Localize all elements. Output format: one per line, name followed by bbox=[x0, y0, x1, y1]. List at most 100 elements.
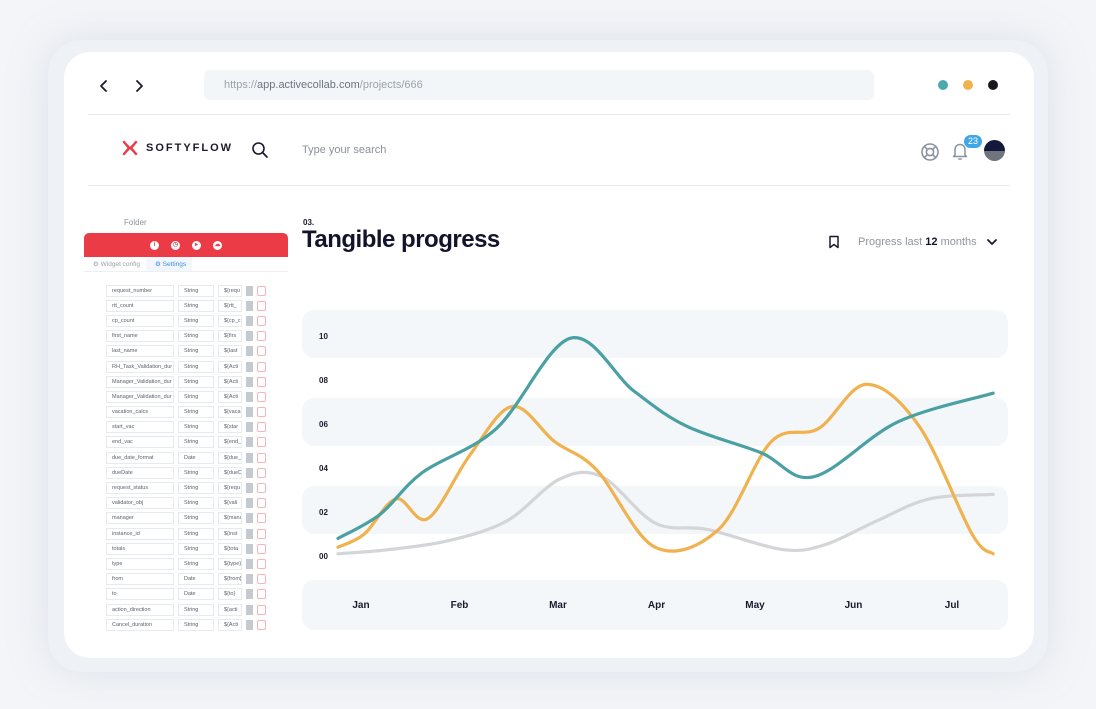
bookmark-icon[interactable] bbox=[828, 235, 840, 249]
delete-button[interactable] bbox=[257, 452, 266, 463]
variable-type-select[interactable]: String bbox=[178, 482, 214, 495]
copy-icon[interactable] bbox=[246, 467, 253, 478]
variable-value-field[interactable]: ${tota bbox=[218, 542, 242, 555]
variable-name-field[interactable]: due_date_format bbox=[106, 451, 174, 464]
copy-icon[interactable] bbox=[246, 391, 253, 402]
variable-type-select[interactable]: Date bbox=[178, 588, 214, 601]
variable-type-select[interactable]: Date bbox=[178, 573, 214, 586]
variable-value-field[interactable]: ${requ bbox=[218, 482, 242, 495]
lifebuoy-help-icon[interactable] bbox=[920, 142, 940, 162]
delete-button[interactable] bbox=[257, 619, 266, 630]
delete-button[interactable] bbox=[257, 574, 266, 585]
variable-name-field[interactable]: dueDate bbox=[106, 466, 174, 479]
delete-button[interactable] bbox=[257, 558, 266, 569]
copy-icon[interactable] bbox=[246, 528, 253, 539]
window-dot-teal[interactable] bbox=[938, 80, 948, 90]
delete-button[interactable] bbox=[257, 300, 266, 311]
copy-icon[interactable] bbox=[246, 589, 253, 600]
variable-type-select[interactable]: String bbox=[178, 284, 214, 297]
variable-value-field[interactable]: ${dueD bbox=[218, 466, 242, 479]
variable-type-select[interactable]: String bbox=[178, 436, 214, 449]
copy-icon[interactable] bbox=[246, 331, 253, 342]
delete-button[interactable] bbox=[257, 422, 266, 433]
variable-value-field[interactable]: ${Acti bbox=[218, 375, 242, 388]
address-bar[interactable]: https://app.activecollab.com/projects/66… bbox=[204, 70, 874, 100]
variable-value-field[interactable]: ${due_ bbox=[218, 451, 242, 464]
delete-button[interactable] bbox=[257, 498, 266, 509]
copy-icon[interactable] bbox=[246, 315, 253, 326]
delete-button[interactable] bbox=[257, 391, 266, 402]
period-selector[interactable]: Progress last 12 months bbox=[858, 236, 977, 248]
variable-name-field[interactable]: type bbox=[106, 557, 174, 570]
delete-button[interactable] bbox=[257, 346, 266, 357]
chevron-down-icon[interactable] bbox=[985, 235, 999, 249]
variable-value-field[interactable]: ${acti bbox=[218, 603, 242, 616]
delete-button[interactable] bbox=[257, 467, 266, 478]
variable-type-select[interactable]: Date bbox=[178, 451, 214, 464]
variable-name-field[interactable]: Manager_Validation_dur bbox=[106, 390, 174, 403]
tab-widget-config[interactable]: ⚙ Widget config bbox=[93, 261, 141, 268]
delete-button[interactable] bbox=[257, 331, 266, 342]
variable-value-field[interactable]: ${star bbox=[218, 421, 242, 434]
variable-type-select[interactable]: String bbox=[178, 345, 214, 358]
delete-button[interactable] bbox=[257, 361, 266, 372]
variable-name-field[interactable]: RH_Task_Validation_dur bbox=[106, 360, 174, 373]
variable-name-field[interactable]: request_status bbox=[106, 482, 174, 495]
cloud-icon[interactable]: ☁ bbox=[213, 240, 222, 250]
copy-icon[interactable] bbox=[246, 422, 253, 433]
copy-icon[interactable] bbox=[246, 300, 253, 311]
copy-icon[interactable] bbox=[246, 498, 253, 509]
variable-type-select[interactable]: String bbox=[178, 360, 214, 373]
variable-type-select[interactable]: String bbox=[178, 497, 214, 510]
copy-icon[interactable] bbox=[246, 558, 253, 569]
clock-icon[interactable]: ◷ bbox=[171, 240, 180, 250]
copy-icon[interactable] bbox=[246, 604, 253, 615]
variable-type-select[interactable]: String bbox=[178, 390, 214, 403]
variable-type-select[interactable]: String bbox=[178, 330, 214, 343]
variable-name-field[interactable]: start_vac bbox=[106, 421, 174, 434]
variable-type-select[interactable]: String bbox=[178, 603, 214, 616]
variable-type-select[interactable]: String bbox=[178, 466, 214, 479]
variable-name-field[interactable]: manager bbox=[106, 512, 174, 525]
variable-name-field[interactable]: Cancel_duration bbox=[106, 618, 174, 631]
search-icon[interactable] bbox=[250, 140, 270, 160]
copy-icon[interactable] bbox=[246, 407, 253, 418]
variable-type-select[interactable]: String bbox=[178, 542, 214, 555]
chevron-right-icon[interactable] bbox=[127, 74, 151, 98]
variable-type-select[interactable]: String bbox=[178, 512, 214, 525]
variable-name-field[interactable]: from bbox=[106, 573, 174, 586]
delete-button[interactable] bbox=[257, 376, 266, 387]
variable-name-field[interactable]: cp_count bbox=[106, 314, 174, 327]
delete-button[interactable] bbox=[257, 285, 266, 296]
variable-name-field[interactable]: rtt_count bbox=[106, 299, 174, 312]
variable-value-field[interactable]: ${mana bbox=[218, 512, 242, 525]
variable-name-field[interactable]: end_vac bbox=[106, 436, 174, 449]
window-dot-black[interactable] bbox=[988, 80, 998, 90]
brand-logo[interactable]: SOFTYFLOW bbox=[122, 140, 233, 156]
variable-value-field[interactable]: ${rtt_ bbox=[218, 299, 242, 312]
variable-value-field[interactable]: ${vali bbox=[218, 497, 242, 510]
variable-value-field[interactable]: ${to} bbox=[218, 588, 242, 601]
copy-icon[interactable] bbox=[246, 437, 253, 448]
variable-value-field[interactable]: ${cp_c bbox=[218, 314, 242, 327]
variable-name-field[interactable]: action_direction bbox=[106, 603, 174, 616]
variable-type-select[interactable]: String bbox=[178, 557, 214, 570]
variable-type-select[interactable]: String bbox=[178, 618, 214, 631]
variable-type-select[interactable]: String bbox=[178, 299, 214, 312]
copy-icon[interactable] bbox=[246, 483, 253, 494]
variable-name-field[interactable]: vacation_calcs bbox=[106, 406, 174, 419]
delete-button[interactable] bbox=[257, 528, 266, 539]
variable-value-field[interactable]: ${firs bbox=[218, 330, 242, 343]
variable-name-field[interactable]: Manager_Validation_dur bbox=[106, 375, 174, 388]
variable-name-field[interactable]: request_number bbox=[106, 284, 174, 297]
delete-button[interactable] bbox=[257, 437, 266, 448]
variable-type-select[interactable]: String bbox=[178, 375, 214, 388]
variable-value-field[interactable]: ${last bbox=[218, 345, 242, 358]
bell-icon[interactable] bbox=[950, 141, 970, 161]
variable-value-field[interactable]: ${vaca bbox=[218, 406, 242, 419]
variable-name-field[interactable]: totals bbox=[106, 542, 174, 555]
delete-button[interactable] bbox=[257, 543, 266, 554]
window-dot-orange[interactable] bbox=[963, 80, 973, 90]
play-icon[interactable]: ▸ bbox=[192, 240, 201, 250]
variable-name-field[interactable]: to bbox=[106, 588, 174, 601]
